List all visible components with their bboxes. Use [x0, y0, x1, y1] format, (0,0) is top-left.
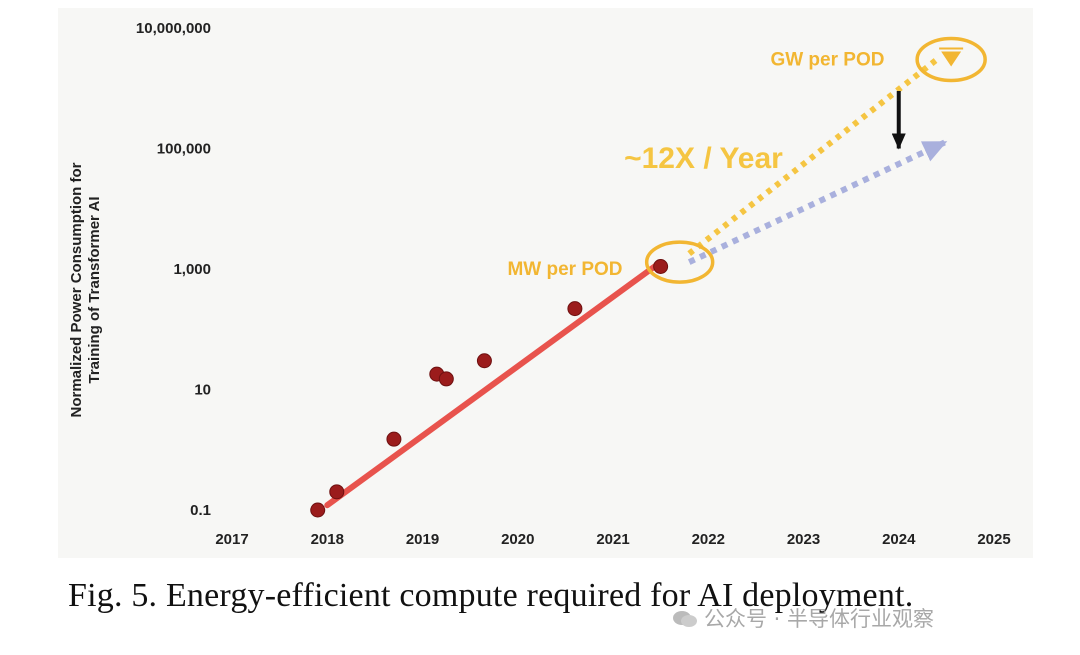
watermark-text: 公众号 · 半导体行业观察	[704, 607, 935, 631]
x-tick-label: 2023	[787, 531, 820, 548]
data-point	[567, 301, 583, 317]
y-tick-label: 10,000,000	[136, 20, 211, 37]
x-tick-label: 2022	[692, 531, 725, 548]
x-tick-label: 2025	[977, 531, 1010, 548]
x-tick-label: 2020	[501, 531, 534, 548]
data-point	[438, 371, 454, 387]
gw-per-pod-label: GW per POD	[770, 50, 884, 71]
gw-pod-highlight	[915, 36, 987, 83]
mw-per-pod-label: MW per POD	[507, 259, 622, 280]
y-tick-label: 0.1	[190, 502, 211, 519]
x-tick-label: 2018	[311, 531, 344, 548]
y-axis-label-line-2: Training of Transformer AI	[86, 196, 103, 384]
x-tick-label: 2017	[215, 531, 248, 548]
projection-line-gw	[687, 57, 939, 256]
growth-rate-annotation: ~12X / Year	[624, 142, 783, 175]
y-axis-label: Normalized Power Consumption for Trainin…	[68, 162, 104, 417]
trend-line-red	[324, 259, 664, 509]
y-tick-label: 100,000	[157, 141, 211, 158]
y-tick-label: 1,000	[173, 261, 211, 278]
watermark: 公众号 · 半导体行业观察	[672, 603, 934, 633]
wechat-icon	[673, 611, 697, 627]
y-tick-label: 10	[194, 382, 211, 399]
y-axis-label-line-1: Normalized Power Consumption for	[68, 162, 85, 418]
plot-area	[58, 8, 1033, 558]
data-point	[653, 259, 669, 275]
gw-pod-triangle-icon	[941, 51, 962, 67]
x-tick-label: 2019	[406, 531, 439, 548]
mw-pod-highlight	[644, 240, 715, 284]
x-tick-label: 2021	[596, 531, 629, 548]
data-point	[310, 502, 326, 518]
data-point	[329, 484, 345, 500]
data-point	[476, 353, 492, 369]
x-tick-label: 2024	[882, 531, 916, 548]
data-point	[386, 431, 402, 447]
figure-caption: Fig. 5. Energy-efficient compute require…	[68, 577, 914, 614]
